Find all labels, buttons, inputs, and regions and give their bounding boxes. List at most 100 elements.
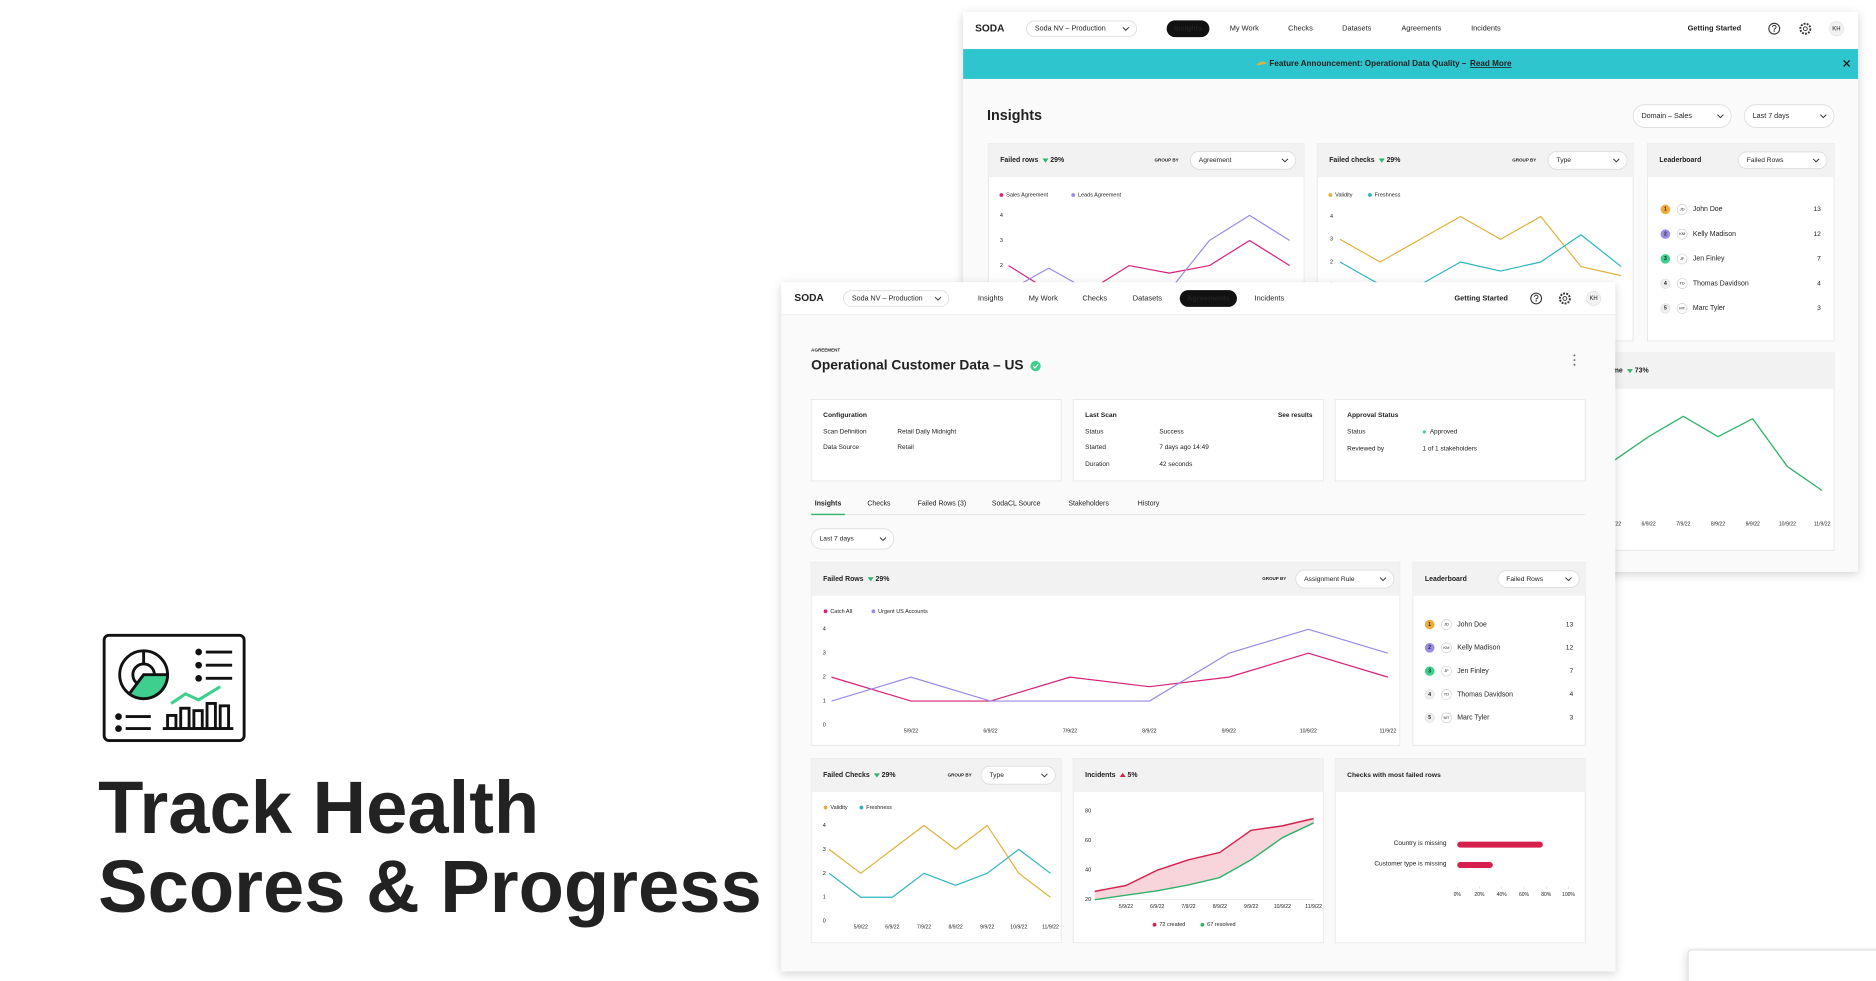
up-arrow	[1119, 772, 1126, 778]
change-value: 29%	[1387, 157, 1401, 164]
rank-badge	[1424, 666, 1435, 676]
dropdown	[843, 290, 950, 307]
user-initials: TD	[1444, 692, 1449, 697]
card-link[interactable]: See results	[1278, 412, 1313, 419]
dropdown	[980, 765, 1056, 785]
x-tick-label: 11/9/22	[1042, 925, 1059, 931]
content-tab[interactable]: SodaCL Source	[992, 500, 1041, 507]
card	[810, 399, 1062, 482]
x-tick-label: 6/9/22	[1642, 521, 1656, 527]
user-name: John Doe	[1693, 206, 1723, 213]
content-tab[interactable]: Failed Rows (3)	[918, 500, 966, 507]
user-avatar	[1676, 278, 1688, 289]
rank-badge	[1424, 689, 1435, 700]
field-label: Data Source	[823, 444, 859, 451]
chevron-icon	[1565, 577, 1572, 582]
close-icon	[1843, 59, 1851, 67]
content-tab[interactable]: Insights	[815, 500, 842, 507]
x-tick-label: 100%	[1562, 892, 1575, 898]
front-window: SODA Soda NV – Production Insights My Work C…	[781, 282, 1616, 972]
legend-swatch	[1152, 922, 1157, 927]
nav-tab[interactable]: My Work	[1029, 293, 1058, 302]
legend-label: Validity	[830, 805, 848, 811]
x-tick-label: 6/9/22	[983, 728, 997, 734]
content-tab[interactable]: Stakeholders	[1068, 500, 1109, 507]
chevron-icon	[1819, 114, 1827, 119]
nav-tab[interactable]: Checks	[1288, 24, 1313, 33]
avatar-initials: KH	[1832, 26, 1840, 32]
series-line	[1094, 817, 1314, 893]
y-tick-label: 2	[823, 675, 826, 681]
nav-tab[interactable]: Agreements	[1187, 293, 1230, 302]
nav-tab[interactable]: Incidents	[1471, 24, 1501, 33]
field-label: Duration	[1085, 461, 1110, 468]
y-tick-label: 4	[1000, 213, 1003, 219]
x-tick-label: 5/9/22	[1119, 904, 1133, 910]
legend-swatch	[871, 609, 876, 614]
page-title: Operational Customer Data – US	[811, 358, 1023, 373]
dropdown	[1547, 150, 1628, 170]
user-initials: TD	[1679, 281, 1684, 286]
content-tab[interactable]: History	[1138, 500, 1160, 507]
chevron-icon	[1281, 158, 1289, 163]
nav-tab[interactable]: Checks	[1082, 293, 1107, 302]
x-tick-label: 7/9/22	[1181, 904, 1195, 910]
dropdown-label: Last 7 days	[820, 536, 855, 543]
user-avatar	[1676, 253, 1688, 265]
getting-started-button[interactable]: Getting Started	[1688, 24, 1742, 33]
user-avatar	[1676, 228, 1688, 240]
settings-icon-core	[1802, 26, 1808, 32]
dropdown-label: Soda NV – Production	[1035, 25, 1106, 33]
x-tick-label: 11/9/22	[1814, 521, 1831, 527]
change-value: 29%	[1050, 157, 1064, 164]
x-tick-label: 7/9/22	[1063, 728, 1077, 734]
y-tick-label: 2	[1330, 259, 1333, 265]
dropdown	[810, 528, 895, 550]
y-tick-label: 0	[823, 919, 826, 925]
user-name: Jen Finley	[1457, 668, 1489, 675]
series-line	[1578, 415, 1823, 492]
nav-tab[interactable]: Datasets	[1342, 24, 1372, 33]
group-by-label: GROUP BY	[1512, 158, 1536, 163]
user-score: 12	[1813, 231, 1821, 238]
user-name: Jen Finley	[1693, 256, 1725, 263]
rank-badge	[1660, 303, 1671, 314]
x-tick-label: 9/9/22	[1746, 521, 1760, 527]
x-tick-label: 60%	[1519, 892, 1530, 898]
getting-started-button[interactable]: Getting Started	[1454, 293, 1508, 302]
field-label: Scan Definition	[823, 429, 867, 436]
dropdown-label: Agreement	[1199, 157, 1232, 164]
bar-label: Customer type is missing	[1374, 860, 1446, 867]
nav-tab[interactable]: My Work	[1230, 24, 1259, 33]
nav-tab[interactable]: Datasets	[1133, 293, 1163, 302]
dropdown-label: Domain – Sales	[1641, 112, 1692, 120]
rank-number: 4	[1664, 281, 1667, 287]
field-value: 1 of 1 stakeholders	[1423, 445, 1478, 452]
user-initials: JD	[1680, 206, 1685, 211]
chevron-icon	[1717, 114, 1724, 119]
content-tab[interactable]: Checks	[867, 500, 891, 507]
nav-tab[interactable]: Insights	[1174, 24, 1202, 33]
x-tick-label: 11/9/22	[1305, 904, 1322, 910]
card-title: Failed checks	[1329, 157, 1375, 164]
user-initials: MT	[1444, 715, 1450, 720]
user-initials: KM	[1679, 231, 1686, 236]
card-title: Checks with most failed rows	[1347, 772, 1441, 779]
banner-link[interactable]: Read More	[1470, 59, 1512, 68]
nav-tab[interactable]: Incidents	[1255, 293, 1285, 302]
field-value: Approved	[1430, 429, 1458, 436]
nav-tab[interactable]: Insights	[978, 293, 1004, 302]
card-title: Last Scan	[1085, 412, 1117, 419]
group-by-label: GROUP BY	[1262, 576, 1286, 581]
card-title: Configuration	[823, 412, 867, 419]
change-value: 29%	[876, 576, 890, 583]
rank-number: 3	[1428, 668, 1431, 674]
nav-tab[interactable]: Agreements	[1401, 24, 1441, 33]
y-tick-label: 1	[823, 699, 826, 705]
help-icon-hook	[1771, 24, 1777, 30]
card-header	[1335, 758, 1586, 792]
user-avatar	[1441, 689, 1452, 700]
x-tick-label: 7/9/22	[1676, 521, 1690, 527]
x-tick-label: 10/9/22	[1300, 728, 1317, 734]
